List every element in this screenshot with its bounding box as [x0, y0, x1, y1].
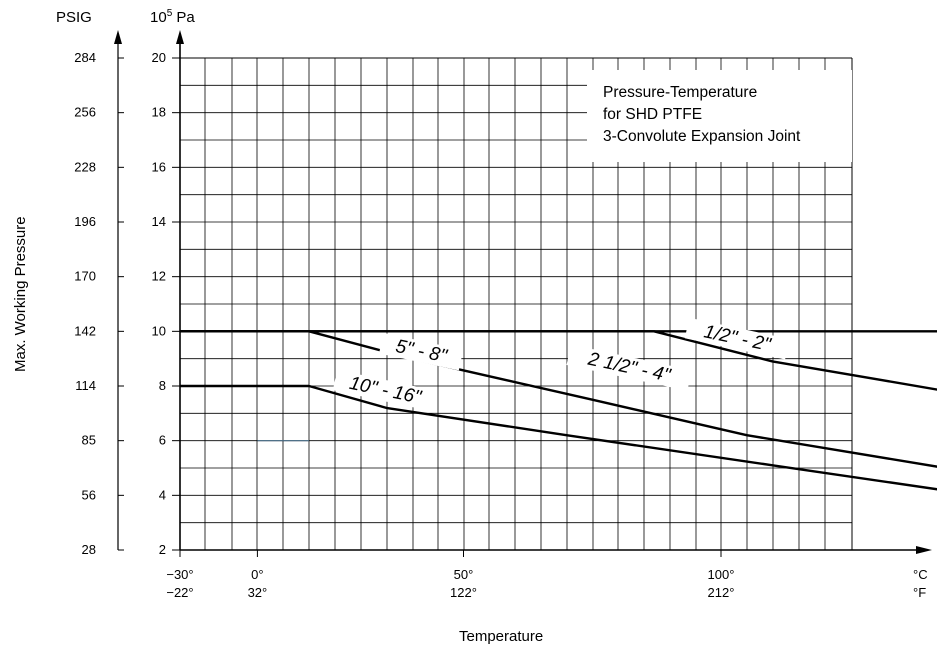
- series-label: 5" - 8": [394, 336, 450, 368]
- series-label-bg: [332, 369, 438, 412]
- series-label-bg: [379, 332, 464, 371]
- y-tick-label-bar: 6: [159, 433, 166, 448]
- y-tick-label-bar: 16: [152, 159, 166, 174]
- x-tick-label-celsius: −30°: [166, 567, 193, 582]
- y-tick-label-psig: 256: [74, 105, 96, 120]
- series-label-group: 5" - 8": [379, 332, 464, 371]
- y-tick-label-psig: 228: [74, 159, 96, 174]
- axes: [114, 30, 932, 557]
- x-unit-celsius: °C: [913, 567, 928, 582]
- x-tick-label-fahrenheit: 122°: [450, 585, 477, 600]
- y-tick-label-bar: 10: [152, 323, 166, 338]
- y-tick-label-psig: 170: [74, 269, 96, 284]
- y-right-unit-base: 10: [150, 9, 167, 26]
- y-tick-label-psig: 142: [74, 323, 96, 338]
- y-tick-label-psig: 28: [82, 542, 96, 557]
- series-label-group: 10" - 16": [332, 369, 438, 412]
- x-tick-label-fahrenheit: −22°: [166, 585, 193, 600]
- y-tick-label-bar: 2: [159, 542, 166, 557]
- series-line: [180, 330, 937, 468]
- y-tick-label-bar: 20: [152, 50, 166, 65]
- series-line: [180, 330, 937, 391]
- x-tick-label-fahrenheit: 212°: [708, 585, 735, 600]
- y-tick-label-bar: 8: [159, 378, 166, 393]
- y-axis-arrow: [176, 30, 184, 44]
- x-axis-title: Temperature: [459, 628, 543, 645]
- y-tick-label-psig: 196: [74, 214, 96, 229]
- title-box: [587, 70, 852, 162]
- series-label: 2 1/2" - 4": [585, 348, 673, 386]
- chart-title-line-1: Pressure-Temperature: [603, 84, 757, 101]
- series-label-bg: [566, 344, 692, 391]
- series-line: [180, 384, 937, 491]
- x-unit-fahrenheit: °F: [913, 585, 926, 600]
- y-right-unit-exp: 5: [167, 8, 173, 19]
- chart-title-line-2: for SHD PTFE: [603, 106, 702, 123]
- x-axis-arrow: [916, 546, 932, 554]
- series-lines: [180, 330, 937, 491]
- series-label-group: 2 1/2" - 4": [566, 344, 692, 391]
- chart-title-line-3: 3-Convolute Expansion Joint: [603, 128, 801, 145]
- x-tick-label-fahrenheit: 32°: [248, 585, 268, 600]
- series-label: 10" - 16": [347, 373, 424, 409]
- series-label-bg: [684, 317, 790, 360]
- y-tick-label-bar: 14: [152, 214, 166, 229]
- y-tick-label-psig: 85: [82, 433, 96, 448]
- y-axis-title: Max. Working Pressure: [12, 216, 29, 372]
- psig-axis-arrow: [114, 30, 122, 44]
- x-tick-label-celsius: 100°: [708, 567, 735, 582]
- y-tick-label-bar: 12: [152, 269, 166, 284]
- series-label: 1/2" - 2": [702, 321, 773, 356]
- y-tick-label-psig: 114: [75, 378, 96, 393]
- y-right-unit-name: Pa: [176, 9, 195, 26]
- tick-labels: 2284566858114101421217014196162281825620…: [74, 50, 735, 600]
- x-tick-label-celsius: 0°: [251, 567, 263, 582]
- y-left-unit: PSIG: [56, 9, 92, 26]
- x-tick-label-celsius: 50°: [454, 567, 474, 582]
- y-right-unit: 105 Pa: [150, 8, 195, 26]
- y-tick-label-psig: 284: [74, 50, 96, 65]
- y-tick-label-psig: 56: [82, 487, 96, 502]
- y-tick-label-bar: 4: [159, 487, 166, 502]
- y-tick-label-bar: 18: [152, 105, 166, 120]
